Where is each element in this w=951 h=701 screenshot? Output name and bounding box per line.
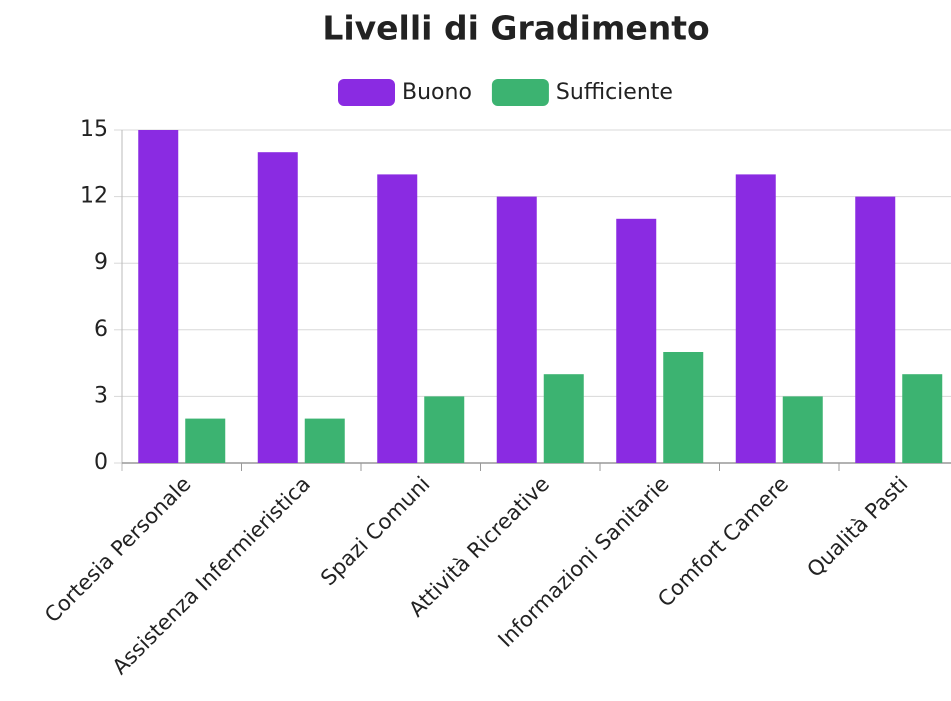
bar <box>782 396 823 463</box>
legend-label: Sufficiente <box>556 80 673 105</box>
x-tick-label: Assistenza Infermieristica <box>108 472 315 679</box>
bar <box>902 374 943 463</box>
bar <box>663 352 704 463</box>
y-tick-label: 6 <box>94 317 108 342</box>
bar <box>855 196 896 463</box>
bar <box>257 152 298 463</box>
y-tick-label: 0 <box>94 450 108 475</box>
bar <box>616 218 657 463</box>
bar <box>424 396 465 463</box>
bar <box>543 374 584 463</box>
bar <box>185 418 226 463</box>
bar <box>377 174 418 463</box>
legend-label: Buono <box>402 80 472 105</box>
y-tick-label: 12 <box>80 184 108 209</box>
x-tick-label: Qualità Pasti <box>802 472 912 582</box>
legend-swatch <box>491 79 549 106</box>
bar <box>735 174 776 463</box>
x-tick-label: Spazi Comuni <box>316 472 434 590</box>
bar <box>496 196 537 463</box>
y-tick-label: 3 <box>94 383 108 408</box>
legend-swatch <box>338 79 395 106</box>
bar <box>304 418 345 463</box>
x-tick-label: Comfort Camere <box>653 472 793 612</box>
chart-title: Livelli di Gradimento <box>322 9 709 48</box>
bar <box>138 130 179 463</box>
y-tick-label: 9 <box>94 250 108 275</box>
y-tick-label: 15 <box>80 117 108 142</box>
